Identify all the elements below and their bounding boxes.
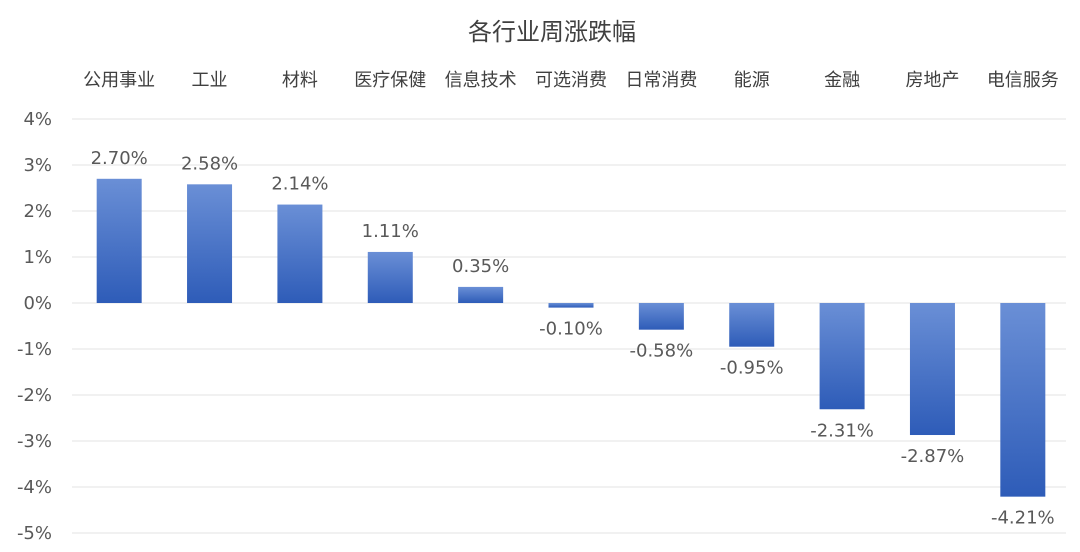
y-tick-label: -5% [17, 523, 52, 544]
bar [548, 303, 594, 308]
bar [96, 178, 142, 303]
data-labels: 2.70% 2.58% 2.14% 1.11% 0.35% -0.10% -0.58% -0.… [91, 148, 1055, 529]
category-label: 信息技术 [445, 70, 517, 91]
y-tick-label: -3% [17, 431, 52, 452]
bar [187, 184, 233, 303]
y-tick-label: 1% [23, 247, 52, 268]
data-label: -0.10% [539, 319, 603, 340]
category-label: 房地产 [905, 70, 959, 91]
data-label: 2.58% [181, 153, 238, 174]
data-label: 2.70% [91, 148, 148, 169]
bar [277, 204, 323, 303]
category-label: 电信服务 [987, 70, 1059, 91]
bar [367, 251, 413, 303]
bars [96, 178, 1046, 497]
bar [458, 286, 504, 303]
y-tick-label: 4% [23, 109, 52, 130]
category-label: 金融 [824, 70, 860, 91]
data-label: -2.31% [810, 420, 874, 441]
bar [819, 303, 865, 410]
category-label: 日常消费 [625, 70, 697, 91]
chart-title: 各行业周涨跌幅 [468, 18, 636, 46]
bar [909, 303, 955, 436]
y-tick-label: -2% [17, 385, 52, 406]
y-tick-label: -4% [17, 477, 52, 498]
data-label: -0.58% [630, 341, 694, 362]
bar [638, 303, 684, 330]
y-tick-label: 2% [23, 201, 52, 222]
category-label: 公用事业 [83, 70, 155, 91]
y-tick-label: 0% [23, 293, 52, 314]
category-label: 工业 [192, 70, 228, 91]
data-label: -2.87% [901, 446, 965, 467]
bar [1000, 303, 1046, 497]
y-tick-label: -1% [17, 339, 52, 360]
y-axis: 4% 3% 2% 1% 0% -1% -2% -3% -4% -5% [17, 109, 52, 544]
category-label: 材料 [282, 70, 318, 91]
category-label: 能源 [734, 70, 770, 91]
category-label: 可选消费 [535, 70, 607, 91]
data-label: -4.21% [991, 508, 1055, 529]
data-label: 2.14% [271, 174, 328, 195]
data-label: 1.11% [362, 221, 419, 242]
bar [729, 303, 775, 347]
y-tick-label: 3% [23, 155, 52, 176]
data-label: -0.95% [720, 358, 784, 379]
category-label: 医疗保健 [354, 70, 426, 91]
x-axis-categories: 公用事业 工业 材料 医疗保健 信息技术 可选消费 日常消费 能源 金融 房地产 电信服务 [83, 70, 1059, 91]
data-label: 0.35% [452, 256, 509, 277]
